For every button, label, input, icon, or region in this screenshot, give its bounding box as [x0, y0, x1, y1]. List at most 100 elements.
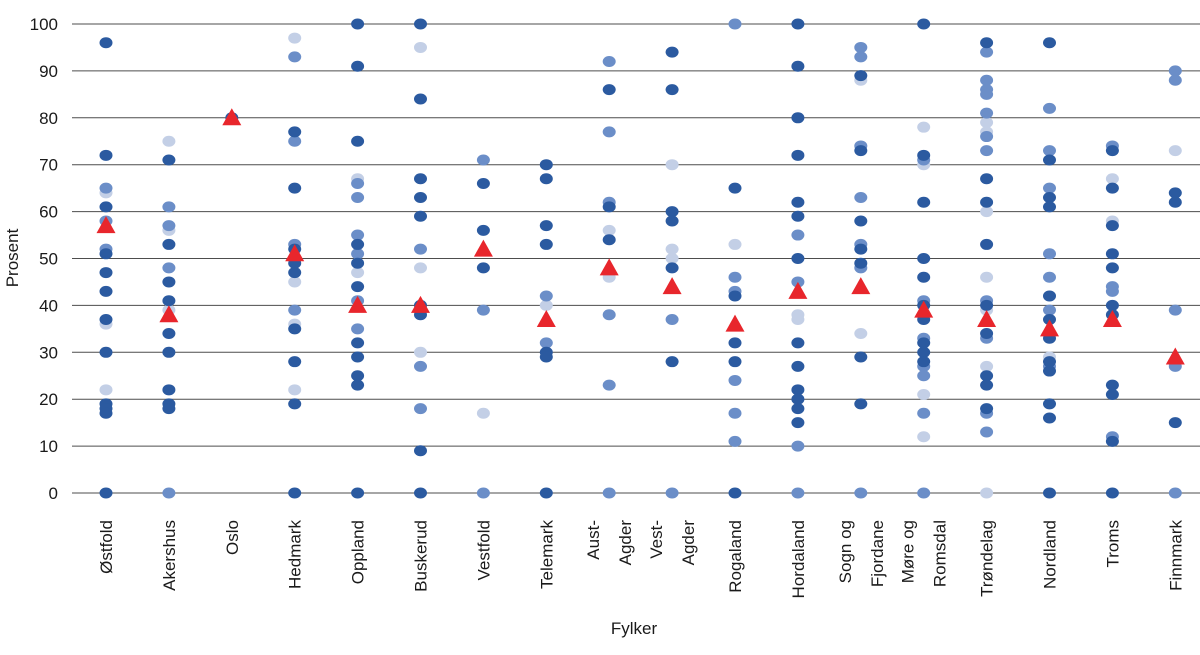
- data-point-dark: [854, 145, 868, 157]
- data-point-medium: [854, 487, 868, 499]
- data-point-dark: [917, 253, 931, 264]
- data-point-dark: [917, 356, 931, 368]
- data-point-dark: [539, 159, 553, 171]
- data-point-dark: [980, 299, 994, 311]
- data-point-dark: [99, 267, 113, 279]
- category-label: Rogaland: [726, 520, 745, 593]
- mean-marker: [473, 239, 493, 257]
- data-point-medium: [665, 487, 679, 499]
- data-point-dark: [162, 328, 176, 340]
- data-point-dark: [854, 257, 868, 269]
- data-point-dark: [414, 487, 427, 499]
- data-point-dark: [1168, 187, 1182, 199]
- data-point-dark: [162, 276, 176, 288]
- mean-marker: [159, 305, 179, 323]
- data-point-medium: [854, 41, 868, 53]
- data-point-dark: [980, 328, 994, 340]
- data-point-light: [665, 159, 679, 171]
- data-point-medium: [1043, 182, 1056, 194]
- data-point-dark: [476, 262, 490, 274]
- data-point-medium: [351, 229, 365, 241]
- category-label: Hordaland: [789, 520, 808, 598]
- category-label: Hedmark: [286, 520, 305, 589]
- category-label: Fjordane: [868, 520, 887, 587]
- y-tick-label: 70: [39, 156, 58, 175]
- data-point-dark: [414, 210, 427, 222]
- data-point-medium: [728, 271, 742, 283]
- data-point-dark: [791, 210, 805, 222]
- data-point-medium: [414, 403, 427, 415]
- data-point-light: [162, 135, 176, 147]
- data-point-dark: [1105, 389, 1119, 401]
- data-point-light: [917, 121, 931, 133]
- data-point-dark: [351, 337, 365, 349]
- data-point-dark: [1043, 290, 1056, 302]
- data-point-medium: [791, 487, 805, 499]
- data-point-medium: [99, 182, 113, 194]
- data-point-dark: [288, 182, 302, 194]
- data-point-dark: [1105, 145, 1119, 157]
- data-point-dark: [602, 234, 616, 246]
- data-point-medium: [1168, 487, 1182, 499]
- data-point-dark: [980, 173, 994, 185]
- data-point-dark: [917, 271, 931, 283]
- data-point-dark: [602, 201, 616, 213]
- data-point-light: [791, 313, 805, 325]
- data-point-medium: [162, 487, 176, 499]
- data-point-medium: [1043, 304, 1056, 316]
- data-point-light: [665, 253, 679, 264]
- data-point-light: [980, 271, 994, 283]
- data-point-dark: [162, 238, 176, 250]
- data-point-dark: [665, 356, 679, 368]
- data-point-dark: [854, 351, 868, 363]
- data-point-medium: [728, 374, 742, 386]
- data-point-dark: [414, 445, 427, 457]
- data-point-dark: [288, 356, 302, 368]
- data-point-dark: [1043, 398, 1056, 410]
- data-point-dark: [854, 215, 868, 227]
- data-point-dark: [854, 243, 868, 255]
- data-point-medium: [602, 56, 616, 68]
- data-point-light: [980, 206, 994, 218]
- data-point-dark: [539, 238, 553, 250]
- y-tick-label: 60: [39, 203, 58, 222]
- data-point-dark: [917, 346, 931, 358]
- y-tick-label: 100: [30, 15, 58, 34]
- data-point-dark: [351, 135, 365, 147]
- data-point-dark: [162, 154, 176, 166]
- data-point-dark: [1043, 37, 1056, 49]
- data-point-medium: [980, 107, 994, 119]
- data-point-dark: [980, 403, 994, 415]
- data-point-medium: [728, 407, 742, 419]
- data-point-light: [854, 328, 868, 340]
- data-point-dark: [1043, 154, 1056, 166]
- data-point-dark: [99, 248, 113, 260]
- data-point-dark: [539, 173, 553, 185]
- data-point-dark: [728, 182, 742, 194]
- data-point-dark: [665, 206, 679, 218]
- data-point-dark: [728, 356, 742, 368]
- data-point-dark: [1105, 379, 1119, 391]
- y-tick-label: 10: [39, 437, 58, 456]
- category-label: Buskerud: [412, 520, 431, 592]
- data-point-dark: [980, 370, 994, 382]
- data-point-dark: [1043, 201, 1056, 213]
- data-point-dark: [351, 487, 365, 499]
- mean-marker: [788, 281, 808, 299]
- data-point-dark: [351, 257, 365, 269]
- data-point-medium: [1168, 65, 1182, 77]
- data-point-medium: [476, 304, 490, 316]
- data-point-light: [917, 389, 931, 401]
- data-point-medium: [162, 201, 176, 213]
- data-point-dark: [791, 337, 805, 349]
- category-label: Østfold: [97, 520, 116, 574]
- data-point-dark: [414, 173, 427, 185]
- data-point-dark: [162, 384, 176, 396]
- data-point-medium: [917, 487, 931, 499]
- data-point-medium: [476, 154, 490, 166]
- category-label: Nordland: [1041, 520, 1060, 589]
- data-point-dark: [1105, 220, 1119, 232]
- data-point-medium: [162, 220, 176, 232]
- y-tick-label: 90: [39, 62, 58, 81]
